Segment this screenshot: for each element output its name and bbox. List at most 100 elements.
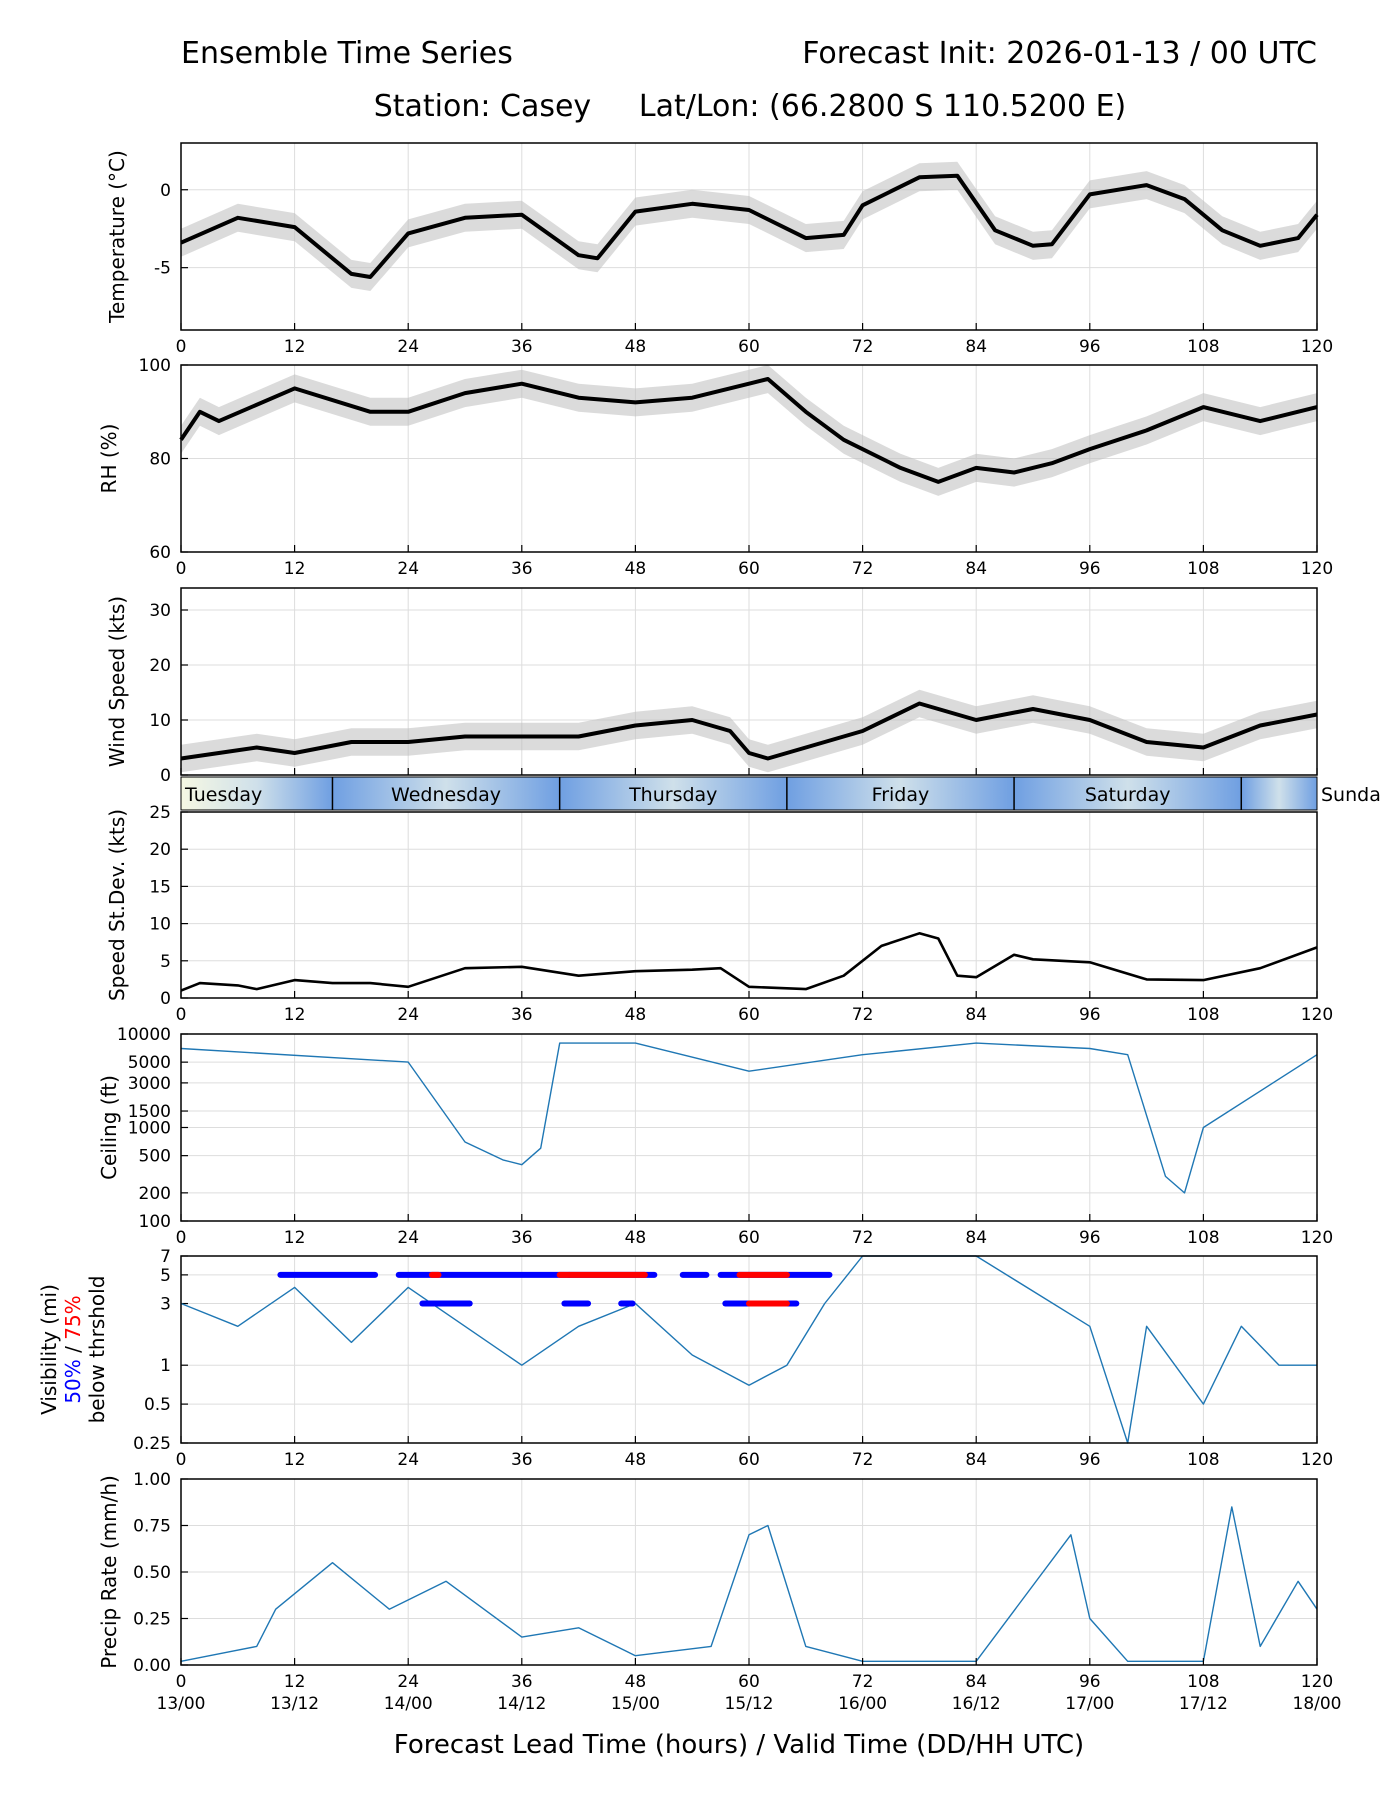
x-tick-label: 60 xyxy=(738,1005,760,1025)
day-segment xyxy=(1014,777,1242,810)
x-tick-label: 60 xyxy=(738,337,760,357)
x-tick-label: 0 xyxy=(176,337,187,357)
panel-vis: 75 3 1 0.5 0.250 12 24 36 48 60 72 84 96 108 120 Visibi… xyxy=(37,1247,1333,1470)
y-tick-label: 5 xyxy=(160,952,171,972)
mean-line xyxy=(180,701,1318,761)
mean-line xyxy=(179,377,1318,484)
y-tick-label: 0 xyxy=(160,181,171,201)
y-tick-label: 80 xyxy=(149,450,171,470)
vis-threshold-legend: 50% / 75% xyxy=(61,1295,85,1403)
x-tick-label: 0 xyxy=(176,559,187,579)
x-tick-label: 120 xyxy=(1301,337,1333,357)
valid-time-label: 15/12 xyxy=(725,1694,774,1714)
day-segment xyxy=(1241,777,1317,810)
y-tick-label: 0.25 xyxy=(133,1434,171,1454)
x-tick-label: 48 xyxy=(625,1228,647,1248)
mean-line xyxy=(180,932,1318,992)
legend-50pct: 50% xyxy=(61,1359,85,1403)
y-tick-label: 5000 xyxy=(128,1053,171,1073)
x-tick-label: 96 xyxy=(1079,337,1101,357)
valid-time-label: 14/12 xyxy=(497,1694,546,1714)
day-label: Tuesday xyxy=(184,784,262,806)
x-tick-label: 48 xyxy=(625,1005,647,1025)
day-label: Sunda xyxy=(1321,784,1381,806)
y-tick-label: 100 xyxy=(139,356,171,376)
day-label: Wednesday xyxy=(391,784,501,806)
valid-time-label: 13/12 xyxy=(270,1694,319,1714)
spread-band xyxy=(181,365,1317,496)
panel-wind: 30 20 10 0 Wind Speed (kts) xyxy=(105,587,1318,786)
y-tick-label: 25 xyxy=(149,803,171,823)
y-tick-label: 0 xyxy=(160,989,171,1009)
x-tick-label: 120 xyxy=(1301,1228,1333,1248)
y-tick-label: 1.00 xyxy=(133,1470,171,1490)
x-tick-label: 12 xyxy=(284,1450,306,1470)
figure-title-right: Forecast Init: 2026-01-13 / 00 UTC xyxy=(802,36,1317,71)
x-tick-label: 84 xyxy=(965,1450,987,1470)
y-tick-label: 10 xyxy=(149,915,171,935)
y-axis-label: Speed St.Dev. (kts) xyxy=(105,809,129,1001)
x-axis-label: Forecast Lead Time (hours) / Valid Time … xyxy=(394,1730,1084,1760)
member-line xyxy=(180,1506,1318,1662)
x-tick-label: 84 xyxy=(965,1005,987,1025)
y-tick-label: -5 xyxy=(154,259,171,279)
x-tick-label: 12 xyxy=(284,337,306,357)
x-tick-label: 60 xyxy=(738,1450,760,1470)
valid-time-label: 13/00 xyxy=(157,1694,206,1714)
x-tick-label: 84 xyxy=(965,337,987,357)
x-tick-label: 72 xyxy=(852,1005,874,1025)
x-tick-label: 36 xyxy=(511,559,533,579)
valid-time-label: 17/00 xyxy=(1065,1694,1114,1714)
x-tick-label: 36 xyxy=(511,1450,533,1470)
day-label: Thursday xyxy=(628,784,717,806)
x-tick-label: 0 xyxy=(176,1450,187,1470)
x-tick-label: 36 xyxy=(511,1672,533,1692)
x-tick-label: 108 xyxy=(1187,1672,1219,1692)
x-tick-label: 96 xyxy=(1079,1450,1101,1470)
y-tick-label: 30 xyxy=(149,601,171,621)
day-bar-frame xyxy=(180,776,1318,811)
x-tick-label: 84 xyxy=(965,1672,987,1692)
x-tick-label: 0 xyxy=(176,1672,187,1692)
y-tick-label: 500 xyxy=(139,1147,171,1167)
y-axis-label: Ceiling (ft) xyxy=(97,1075,121,1180)
y-tick-label: 1 xyxy=(160,1356,171,1376)
valid-time-label: 14/00 xyxy=(384,1694,433,1714)
x-tick-label: 60 xyxy=(738,1672,760,1692)
y-tick-label: 5 xyxy=(160,1266,171,1286)
x-tick-label: 60 xyxy=(738,1228,760,1248)
panel-temp: 0 -5 0 12 24 36 48 60 72 84 96 108 120 Temperature (°… xyxy=(105,142,1333,357)
x-tick-label: 120 xyxy=(1301,1450,1333,1470)
x-tick-label: 108 xyxy=(1187,559,1219,579)
station-title: Station: Casey Lat/Lon: (66.2800 S 110.5… xyxy=(374,89,1127,124)
x-tick-label: 72 xyxy=(852,559,874,579)
x-tick-label: 108 xyxy=(1187,1450,1219,1470)
y-tick-label: 15 xyxy=(149,877,171,897)
x-tick-label: 96 xyxy=(1079,559,1101,579)
y-tick-label: 0.00 xyxy=(133,1656,171,1676)
day-segment xyxy=(332,777,560,810)
x-tick-label: 12 xyxy=(284,559,306,579)
x-tick-label: 12 xyxy=(284,1672,306,1692)
x-tick-label: 120 xyxy=(1301,1672,1333,1692)
x-tick-label: 36 xyxy=(511,1005,533,1025)
y-tick-label: 7 xyxy=(160,1247,171,1267)
x-tick-label: 96 xyxy=(1079,1672,1101,1692)
x-tick-label: 84 xyxy=(965,559,987,579)
y-tick-label: 0 xyxy=(160,766,171,786)
spread-band xyxy=(181,161,1317,291)
y-tick-label: 100 xyxy=(139,1212,171,1232)
x-tick-label: 120 xyxy=(1301,1005,1333,1025)
valid-time-label: 15/00 xyxy=(611,1694,660,1714)
y-tick-label: 200 xyxy=(139,1184,171,1204)
x-tick-label: 0 xyxy=(176,1005,187,1025)
x-tick-label: 48 xyxy=(625,559,647,579)
y-tick-label: 0.25 xyxy=(133,1610,171,1630)
x-tick-label: 108 xyxy=(1187,1228,1219,1248)
valid-time-label: 18/00 xyxy=(1293,1694,1342,1714)
y-tick-label: 60 xyxy=(149,543,171,563)
x-tick-label: 72 xyxy=(852,1672,874,1692)
